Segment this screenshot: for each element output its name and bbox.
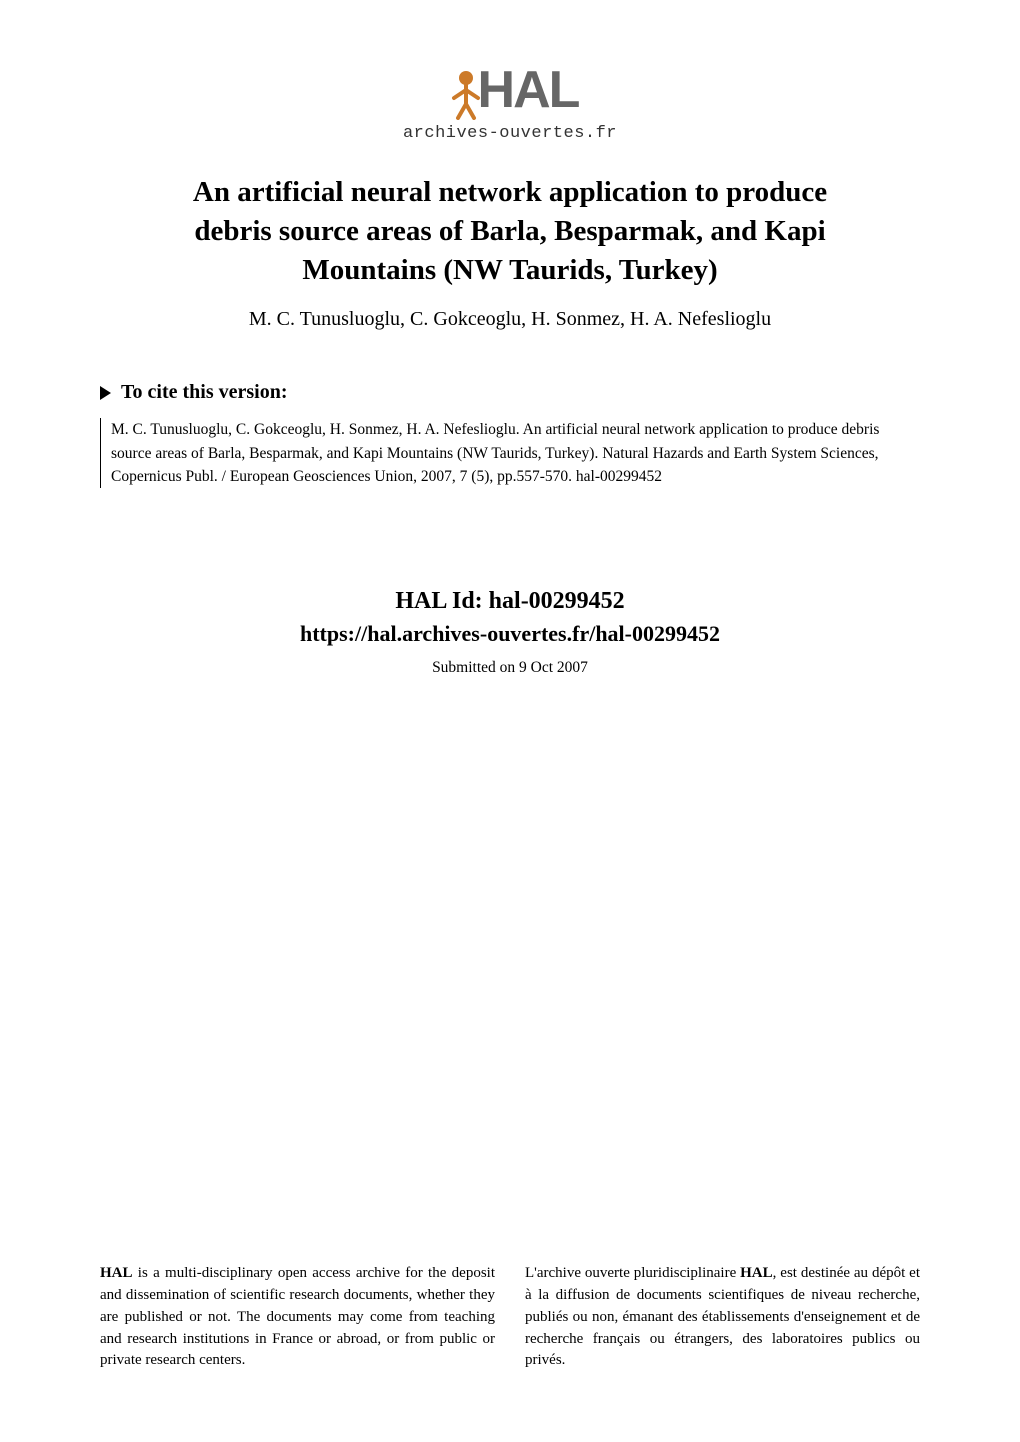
person-icon xyxy=(442,68,486,120)
hal-url: https://hal.archives-ouvertes.fr/hal-002… xyxy=(100,621,920,647)
title-section: An artificial neural network application… xyxy=(100,173,920,361)
logo-l: L xyxy=(549,61,579,119)
cite-section: To cite this version: M. C. Tunusluoglu,… xyxy=(100,381,920,488)
title-line-3: Mountains (NW Taurids, Turkey) xyxy=(100,251,920,290)
authors-list: M. C. Tunusluoglu, C. Gokceoglu, H. Sonm… xyxy=(100,308,920,331)
footer-left-column: HAL is a multi-disciplinary open access … xyxy=(100,1263,495,1372)
footer-right-before: L'archive ouverte pluridisciplinaire xyxy=(525,1265,740,1281)
footer-left-hal: HAL xyxy=(100,1265,133,1281)
hal-id-section: HAL Id: hal-00299452 https://hal.archive… xyxy=(100,588,920,647)
logo-a: A xyxy=(513,61,549,119)
page-container: HAL archives-ouvertes.fr An artificial n… xyxy=(0,0,1020,1442)
cite-heading-text: To cite this version: xyxy=(121,381,287,404)
triangle-icon xyxy=(100,386,111,400)
footer-right-hal: HAL xyxy=(740,1265,773,1281)
citation-text: M. C. Tunusluoglu, C. Gokceoglu, H. Sonm… xyxy=(100,418,920,488)
hal-id-label: HAL Id: hal-00299452 xyxy=(100,588,920,615)
footer-left-text: is a multi-disciplinary open access arch… xyxy=(100,1265,495,1368)
logo-graphic: HAL xyxy=(442,60,579,120)
logo-subtitle: archives-ouvertes.fr xyxy=(403,124,617,143)
footer-right-column: L'archive ouverte pluridisciplinaire HAL… xyxy=(525,1263,920,1372)
logo-section: HAL archives-ouvertes.fr xyxy=(100,60,920,143)
title-line-2: debris source areas of Barla, Besparmak,… xyxy=(100,212,920,251)
hal-logo: HAL archives-ouvertes.fr xyxy=(403,60,617,143)
submitted-date: Submitted on 9 Oct 2007 xyxy=(100,659,920,677)
title-line-1: An artificial neural network application… xyxy=(100,173,920,212)
footer-section: HAL is a multi-disciplinary open access … xyxy=(100,1263,920,1372)
paper-title: An artificial neural network application… xyxy=(100,173,920,290)
cite-heading: To cite this version: xyxy=(100,381,920,404)
logo-letters: HAL xyxy=(478,60,579,120)
